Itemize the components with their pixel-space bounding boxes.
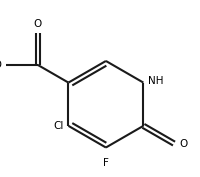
Text: F: F — [103, 158, 109, 168]
Text: HO: HO — [0, 60, 2, 70]
Text: NH: NH — [148, 76, 164, 86]
Text: Cl: Cl — [53, 121, 64, 131]
Text: O: O — [179, 139, 187, 149]
Text: O: O — [34, 19, 42, 30]
